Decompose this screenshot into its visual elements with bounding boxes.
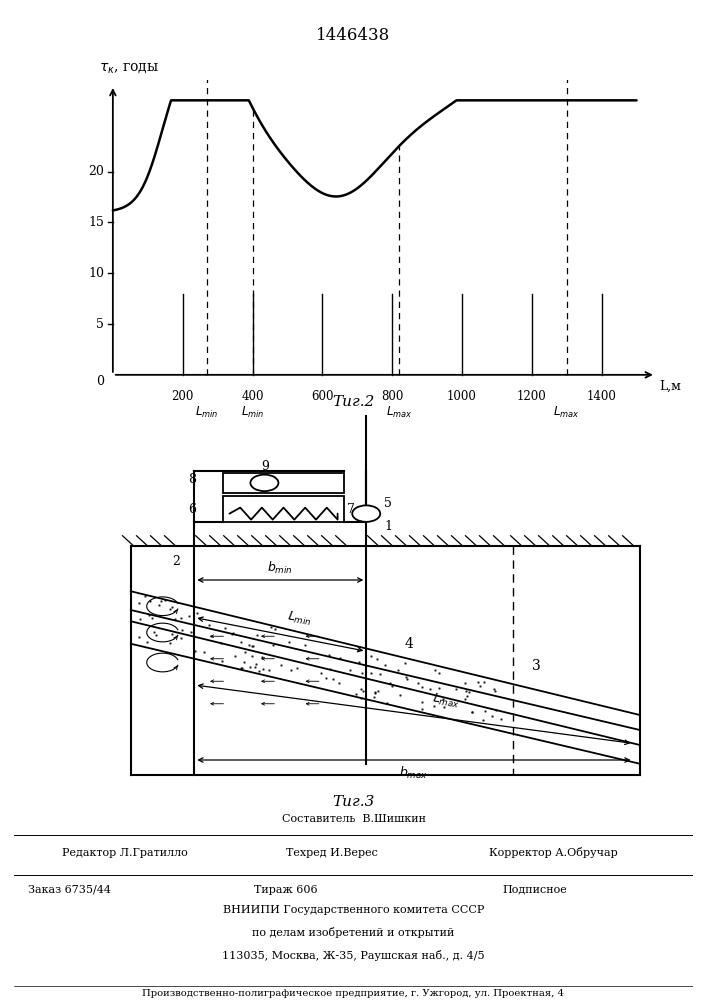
Circle shape [352,505,380,522]
Text: $L_{min}$: $L_{min}$ [286,610,313,629]
Text: Составитель  В.Шишкин: Составитель В.Шишкин [281,814,426,824]
Text: $L_{max}$: $L_{max}$ [386,405,412,420]
Text: 1200: 1200 [517,390,547,403]
Text: 15: 15 [88,216,104,229]
Text: 8: 8 [188,473,197,486]
Text: Тираж 606: Тираж 606 [254,885,317,895]
Text: Корректор А.Обручар: Корректор А.Обручар [489,847,618,858]
Text: 600: 600 [311,390,334,403]
Text: $\tau_{\kappa}$, годы: $\tau_{\kappa}$, годы [99,61,159,75]
Text: 6: 6 [188,503,197,516]
Text: Подписное: Подписное [503,885,568,895]
Text: Техред И.Верес: Техред И.Верес [286,848,378,858]
Text: 1000: 1000 [447,390,477,403]
Text: 4: 4 [404,637,414,650]
Text: L,м: L,м [659,380,681,393]
Text: 800: 800 [381,390,404,403]
Text: 9: 9 [262,460,269,473]
Text: 10: 10 [88,267,104,280]
Text: 20: 20 [88,165,104,178]
Text: $L_{max}$: $L_{max}$ [554,405,580,420]
Text: 1: 1 [384,520,392,534]
Text: 5: 5 [384,497,392,510]
Text: Производственно-полиграфическое предприятие, г. Ужгород, ул. Проектная, 4: Производственно-полиграфическое предприя… [143,989,564,998]
Text: 113035, Москва, Ж-35, Раушская наб., д. 4/5: 113035, Москва, Ж-35, Раушская наб., д. … [222,950,485,961]
Text: 1400: 1400 [587,390,617,403]
Text: $L_{min}$: $L_{min}$ [195,405,219,420]
Text: Τиг.3: Τиг.3 [332,795,375,809]
Text: Τиг.2: Τиг.2 [332,395,375,409]
Text: по делам изобретений и открытий: по делам изобретений и открытий [252,927,455,938]
Text: 7: 7 [347,503,355,516]
Text: Заказ 6735/44: Заказ 6735/44 [28,885,111,895]
Text: 2: 2 [173,555,180,568]
FancyBboxPatch shape [223,496,344,522]
Text: 1446438: 1446438 [316,27,391,44]
Text: Редактор Л.Гратилло: Редактор Л.Гратилло [62,848,187,858]
Text: 200: 200 [172,390,194,403]
Text: $b_{min}$: $b_{min}$ [267,559,293,576]
Text: $b_{max}$: $b_{max}$ [399,764,428,781]
FancyBboxPatch shape [223,473,344,493]
Text: ВНИИПИ Государственного комитета СССР: ВНИИПИ Государственного комитета СССР [223,905,484,915]
Text: 3: 3 [532,659,540,673]
Circle shape [250,475,279,491]
Text: $L_{max}$: $L_{max}$ [431,691,461,710]
Text: $L_{min}$: $L_{min}$ [241,405,264,420]
Text: 5: 5 [96,318,104,330]
Text: 0: 0 [96,375,104,388]
Text: 400: 400 [241,390,264,403]
